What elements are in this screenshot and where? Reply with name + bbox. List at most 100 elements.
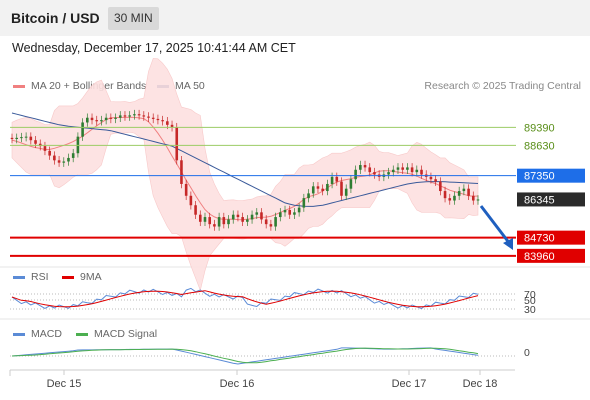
instrument-title: Bitcoin / USD [11,10,100,26]
candle [194,205,197,215]
candle [391,169,395,173]
ma20-legend-label: MA 20 + Bollinger Bands [31,80,147,92]
candle [335,176,339,182]
candle [236,214,240,218]
candle [359,165,362,170]
candle [48,150,51,156]
candle [128,115,131,117]
candle [368,167,372,173]
candle [269,224,273,227]
legend-9ma: 9MA [62,271,102,283]
candle [279,212,282,218]
level-label: 86345 [524,194,555,206]
rsi-level-label: 70 [524,289,536,301]
level-label: 89390 [524,122,555,134]
timeframe-badge[interactable]: 30 MIN [108,7,159,30]
9ma-legend-label: 9MA [80,271,102,283]
candle [250,214,254,220]
candle [462,188,466,192]
rsi-legend-label: RSI [31,271,49,283]
candle [142,115,146,117]
candle [217,217,221,227]
candle [401,167,404,170]
ma20-swatch [13,84,25,88]
candle [241,217,244,222]
candle [429,176,433,180]
candle [373,172,376,175]
candle [109,117,113,119]
candle [53,155,56,161]
candle [448,198,452,201]
macd-signal-swatch [76,332,88,336]
level-label-box [517,192,585,207]
legend-ma20: MA 20 + Bollinger Bands [13,80,146,92]
ma20-line [11,116,479,221]
candle [118,115,122,118]
candle [330,176,334,184]
rsi-level-label: 50 [524,295,536,307]
rsi-9ma-line [11,290,479,308]
candle [439,181,442,192]
level-label: 83960 [524,251,555,263]
candle [227,219,230,225]
forecast-arrow [479,205,512,245]
candle [264,219,268,225]
candle [156,118,160,121]
candle [24,136,28,138]
macd-signal-line [11,347,479,364]
level-label: 87350 [524,171,555,183]
candle [274,217,277,227]
candle [189,195,193,206]
candle [457,191,461,196]
x-tick-label: Dec 17 [392,378,427,390]
candle [151,117,155,119]
macd-swatch [13,332,25,336]
candle [434,179,437,182]
candle [420,169,423,175]
rsi-line [11,287,479,310]
candle [471,195,475,201]
candle [476,199,480,201]
candle [184,183,188,196]
candle [222,217,226,225]
candle [288,209,292,215]
candle [363,165,367,168]
candle [43,146,47,151]
x-tick-label: Dec 16 [220,378,255,390]
candle [175,127,179,161]
candle [133,114,136,116]
candle [213,224,216,227]
candle [15,137,19,140]
candle [326,183,329,192]
candle [321,188,324,192]
research-credit: Research © 2025 Trading Central [424,80,581,92]
candle [410,167,414,173]
candle [166,121,169,125]
macd-zero-label: 0 [524,347,530,359]
ma50-line [11,112,479,207]
candle [137,114,141,116]
candle [114,117,117,119]
9ma-swatch [62,275,74,279]
candle [443,191,447,199]
candle [104,117,108,121]
candle [354,169,357,180]
candle [311,186,315,194]
candle [81,122,84,137]
x-tick-label: Dec 18 [463,378,498,390]
candle [147,116,150,118]
candle [255,212,259,215]
candle [467,188,470,196]
candle [20,137,23,139]
level-label-box [517,248,585,263]
level-label-box [517,230,585,245]
header-bar [0,0,590,36]
candle [406,167,409,170]
candle [67,157,70,162]
candle [208,217,211,225]
candle [57,160,61,163]
candle [231,214,235,220]
candle [246,219,249,222]
macd-legend-label: MACD [31,328,62,340]
